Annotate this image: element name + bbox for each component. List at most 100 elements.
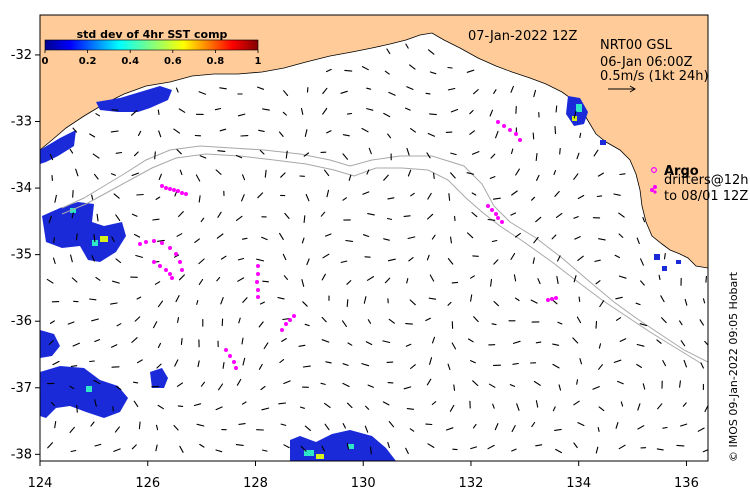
scale-arrow (608, 85, 636, 93)
current-vector (180, 337, 183, 346)
current-vector (69, 148, 74, 154)
current-vector (383, 112, 391, 118)
current-vector (48, 215, 52, 224)
current-vector (613, 359, 622, 363)
current-vector (367, 213, 375, 216)
current-vector (341, 320, 347, 327)
current-vector (490, 278, 493, 287)
drifter-track (138, 239, 184, 272)
current-vector (578, 296, 581, 302)
current-vector (304, 323, 310, 327)
current-vector (113, 193, 120, 199)
current-vector (200, 381, 206, 387)
current-vector (492, 197, 501, 200)
current-vector (91, 255, 95, 262)
current-vector (215, 406, 223, 411)
current-vector (154, 151, 156, 160)
current-vector (280, 172, 286, 178)
current-vector (262, 449, 268, 452)
current-vector (134, 316, 141, 322)
current-vector (594, 259, 601, 262)
current-vector (579, 132, 582, 139)
current-vector (75, 233, 78, 241)
current-vector (173, 128, 181, 134)
current-vector (410, 192, 415, 197)
current-vector (300, 107, 304, 115)
current-vector (472, 423, 477, 429)
current-vector (238, 423, 246, 425)
current-vector (155, 444, 158, 452)
current-vector (49, 153, 54, 161)
drifter-track (224, 348, 238, 370)
date-title: 07-Jan-2022 12Z (468, 29, 577, 44)
current-vector (176, 382, 184, 387)
current-vector (241, 401, 247, 405)
current-vector (593, 149, 599, 157)
current-vector (51, 401, 55, 407)
current-vector (532, 257, 535, 264)
colorbar-gradient (44, 39, 259, 51)
current-vector (511, 448, 517, 452)
current-vector (342, 363, 349, 366)
current-vector (53, 237, 55, 244)
current-vector (489, 176, 496, 179)
current-vector (554, 190, 560, 197)
current-vector (241, 337, 244, 345)
current-vector (218, 383, 224, 391)
current-vector (363, 296, 367, 304)
current-vector (702, 298, 706, 304)
current-vector (658, 274, 661, 281)
y-tick-label: -36 (11, 314, 32, 329)
current-vector (656, 339, 662, 344)
x-tick-label: 130 (351, 476, 376, 491)
current-vector (453, 384, 456, 391)
current-vector (110, 302, 118, 305)
current-vector (512, 340, 521, 344)
current-vector (305, 193, 310, 202)
current-vector (642, 383, 646, 390)
current-vector (429, 357, 433, 365)
current-vector (679, 320, 683, 326)
current-vector (597, 426, 600, 432)
x-tick-label: 124 (28, 476, 53, 491)
current-vector (431, 336, 436, 344)
current-vector (635, 302, 641, 306)
current-vector (370, 446, 372, 455)
current-vector (429, 274, 435, 282)
current-vector (553, 170, 557, 176)
current-vector (132, 381, 139, 384)
current-vector (408, 257, 414, 262)
current-vector (157, 404, 164, 410)
current-vector (346, 442, 350, 450)
drifter-track (255, 264, 260, 299)
current-vector (110, 173, 116, 176)
current-vector (447, 258, 454, 265)
current-vector (89, 298, 97, 301)
colorbar-tick-label: 1 (255, 56, 262, 67)
colorbar-tick-label: 0.4 (121, 56, 139, 67)
current-vector (450, 236, 452, 244)
current-vector (702, 449, 708, 453)
current-vector (557, 321, 563, 325)
current-vector (618, 212, 625, 218)
current-vector (130, 110, 138, 116)
current-vector (301, 237, 305, 244)
colorbar-title: std dev of 4hr SST comp (77, 28, 228, 41)
current-vector (278, 131, 284, 137)
current-vector (449, 404, 455, 412)
current-vector (134, 233, 141, 238)
current-vector (535, 400, 539, 408)
current-vector (383, 174, 389, 181)
current-vector (492, 403, 495, 409)
current-vector (177, 405, 184, 407)
current-vector (637, 425, 645, 430)
current-vector (302, 301, 308, 307)
current-vector (216, 233, 224, 239)
current-vector (93, 379, 101, 385)
current-vector (425, 317, 431, 322)
current-vector (300, 445, 307, 452)
current-vector (366, 108, 374, 111)
current-vector (261, 236, 268, 241)
current-vector (342, 382, 350, 388)
